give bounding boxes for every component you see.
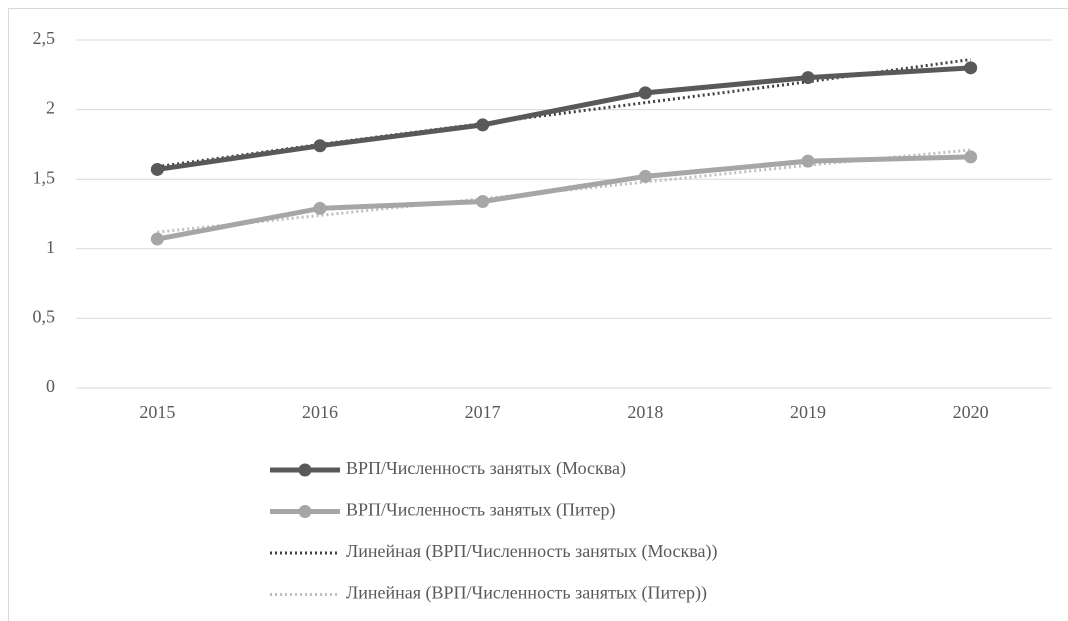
y-tick-label: 0: [46, 376, 55, 396]
marker: [638, 86, 652, 100]
marker: [150, 232, 164, 246]
x-tick-label: 2018: [627, 402, 663, 422]
marker: [964, 150, 978, 164]
marker: [313, 139, 327, 153]
marker: [964, 61, 978, 75]
marker: [638, 169, 652, 183]
legend-label: ВРП/Численность занятых (Москва): [346, 458, 626, 479]
x-tick-label: 2019: [790, 402, 826, 422]
legend-label: Линейная (ВРП/Численность занятых (Питер…: [346, 583, 707, 604]
legend-label: ВРП/Численность занятых (Питер): [346, 500, 616, 521]
legend-label: Линейная (ВРП/Численность занятых (Москв…: [346, 541, 718, 562]
marker: [801, 71, 815, 85]
y-tick-label: 1: [46, 237, 55, 257]
x-tick-label: 2015: [139, 402, 175, 422]
x-tick-label: 2016: [302, 402, 338, 422]
series-line: [156, 154, 971, 242]
y-tick-label: 2,5: [33, 28, 56, 48]
marker: [476, 194, 490, 208]
marker: [313, 201, 327, 215]
marker: [150, 162, 164, 176]
x-tick-label: 2020: [953, 402, 989, 422]
marker: [801, 154, 815, 168]
y-tick-label: 1,5: [33, 167, 56, 187]
y-tick-label: 0,5: [33, 307, 56, 327]
chart-frame: [8, 8, 1068, 621]
legend-marker: [298, 463, 312, 477]
series-line: [156, 65, 971, 172]
x-tick-label: 2017: [465, 402, 501, 422]
marker: [476, 118, 490, 132]
legend-marker: [298, 505, 312, 518]
y-tick-label: 2: [46, 98, 55, 118]
